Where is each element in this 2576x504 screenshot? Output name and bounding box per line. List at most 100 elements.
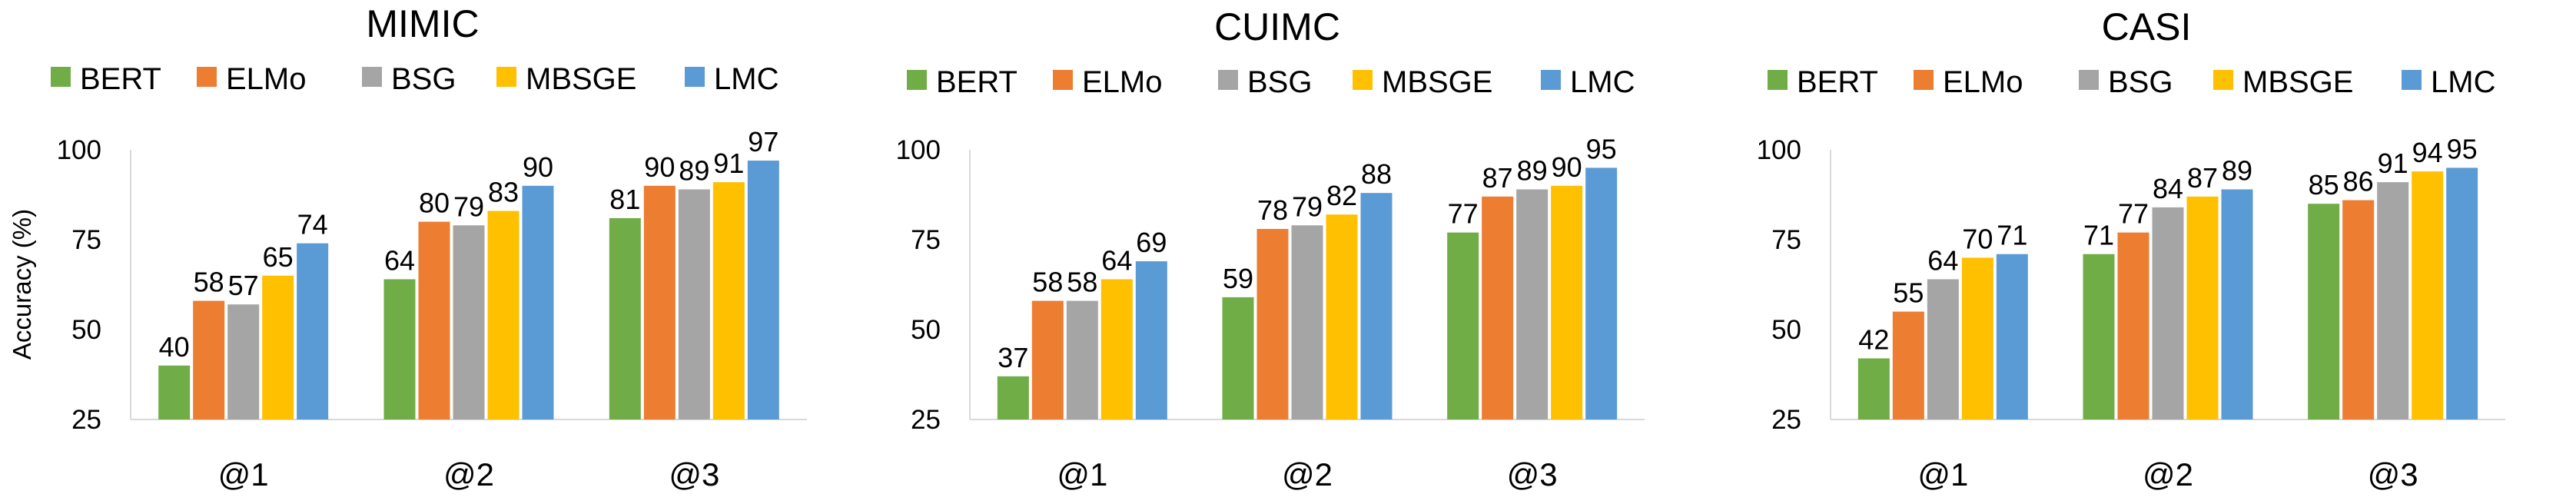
bar-bsg-1 <box>1927 279 1959 419</box>
x-tick-label-2: @2 <box>443 456 494 492</box>
legend-swatch-bsg <box>1218 70 1238 90</box>
x-tick-label-3: @3 <box>2368 456 2418 492</box>
bar-lmc-2 <box>1360 193 1393 419</box>
x-tick-label-2: @2 <box>2143 456 2193 492</box>
data-label-bsg-2: 79 <box>453 191 484 222</box>
legend-label-bsg: BSG <box>2108 65 2173 99</box>
bar-lmc-3 <box>747 161 779 420</box>
data-label-lmc-1: 69 <box>1136 227 1167 258</box>
bar-mbsge-1 <box>262 275 294 419</box>
data-label-mbsge-1: 70 <box>1962 223 1993 254</box>
y-tick-label: 25 <box>71 405 101 435</box>
bar-mbsge-1 <box>1961 257 1993 419</box>
bar-bert-2 <box>1222 297 1254 419</box>
data-label-bsg-1: 64 <box>1927 244 1958 276</box>
data-label-elmo-3: 90 <box>644 151 675 183</box>
data-label-bsg-3: 89 <box>1517 154 1548 186</box>
legend-label-elmo: ELMo <box>1082 65 1163 99</box>
data-label-bert-2: 59 <box>1223 263 1253 294</box>
data-label-bsg-3: 89 <box>679 154 709 186</box>
legend-swatch-bert <box>1768 70 1788 90</box>
legend-label-lmc: LMC <box>2431 65 2495 99</box>
legend-swatch-mbsge <box>1353 70 1373 90</box>
data-label-lmc-1: 74 <box>297 209 328 240</box>
data-label-bert-1: 40 <box>159 331 190 363</box>
data-label-lmc-1: 71 <box>1997 220 2027 251</box>
data-label-bert-3: 77 <box>1448 198 1479 230</box>
data-label-elmo-2: 80 <box>419 187 450 219</box>
data-label-elmo-3: 87 <box>1482 162 1513 194</box>
y-tick-label: 100 <box>896 135 941 165</box>
x-tick-label-2: @2 <box>1282 456 1333 492</box>
data-label-lmc-3: 95 <box>1586 133 1617 164</box>
legend-swatch-bsg <box>362 67 382 87</box>
bar-lmc-1 <box>297 243 329 419</box>
data-label-mbsge-3: 90 <box>1552 151 1582 183</box>
data-label-mbsge-3: 94 <box>2412 137 2443 168</box>
y-axis-label: Accuracy (%) <box>8 209 36 360</box>
chart-title: CASI <box>2102 5 2192 48</box>
legend-label-bert: BERT <box>80 62 161 96</box>
data-label-lmc-2: 90 <box>523 151 553 183</box>
bar-mbsge-2 <box>487 211 520 419</box>
legend-swatch-bert <box>51 67 71 87</box>
legend-label-lmc: LMC <box>1570 65 1635 99</box>
data-label-lmc-3: 95 <box>2447 133 2478 164</box>
bar-bsg-2 <box>2152 207 2184 419</box>
data-label-bert-1: 42 <box>1858 323 1889 355</box>
data-label-bsg-3: 91 <box>2378 148 2408 179</box>
data-label-bert-2: 64 <box>384 244 415 276</box>
chart-title: MIMIC <box>366 2 479 45</box>
legend-label-mbsge: MBSGE <box>526 62 636 96</box>
bar-mbsge-2 <box>1326 214 1358 419</box>
data-label-bsg-2: 84 <box>2153 173 2183 204</box>
bar-elmo-1 <box>1031 300 1064 419</box>
chart-title: CUIMC <box>1214 5 1340 48</box>
bar-elmo-2 <box>418 221 450 419</box>
bar-bert-3 <box>609 217 641 419</box>
y-tick-label: 50 <box>1771 315 1801 345</box>
data-label-mbsge-1: 65 <box>263 241 294 273</box>
bar-lmc-3 <box>1585 167 1618 419</box>
data-label-lmc-2: 89 <box>2222 154 2252 186</box>
bar-mbsge-1 <box>1100 279 1133 419</box>
chart-panel-casi: CASI BERT ELMo BSG MBSGE LMC2550751004255647… <box>1757 5 2505 492</box>
x-tick-label-1: @1 <box>1917 456 1968 492</box>
data-label-mbsge-2: 82 <box>1326 180 1357 211</box>
bar-bsg-2 <box>1291 225 1323 419</box>
bar-elmo-1 <box>1892 311 1924 419</box>
bar-elmo-2 <box>2117 232 2149 419</box>
legend-label-bsg: BSG <box>1247 65 1312 99</box>
legend-label-bert: BERT <box>1797 65 1878 99</box>
bar-bsg-3 <box>1516 189 1549 420</box>
legend-label-elmo: ELMo <box>1943 65 2023 99</box>
bar-elmo-3 <box>643 185 676 420</box>
bar-bsg-2 <box>453 225 485 419</box>
y-tick-label: 75 <box>1771 225 1801 255</box>
y-tick-label: 100 <box>1757 135 1801 165</box>
y-tick-label: 100 <box>57 135 101 165</box>
x-tick-label-3: @3 <box>669 456 719 492</box>
legend-swatch-bert <box>907 70 927 90</box>
legend-swatch-lmc <box>2402 70 2422 90</box>
legend-swatch-elmo <box>1914 70 1934 90</box>
data-label-elmo-1: 58 <box>1032 267 1063 298</box>
chart-panel-mimic: MIMIC Accuracy (%) BERT ELMo BSG MBSGE LMC 25… <box>8 2 807 492</box>
legend-swatch-mbsge <box>496 67 516 87</box>
bar-bert-3 <box>2308 204 2340 419</box>
data-label-lmc-3: 97 <box>748 126 778 158</box>
x-tick-label-1: @1 <box>1057 456 1107 492</box>
legend-label-mbsge: MBSGE <box>1382 65 1492 99</box>
data-label-mbsge-1: 64 <box>1101 244 1132 276</box>
y-tick-label: 50 <box>71 315 101 345</box>
x-tick-label-3: @3 <box>1507 456 1558 492</box>
bar-lmc-1 <box>1996 254 2028 419</box>
bar-elmo-2 <box>1256 228 1289 419</box>
bar-mbsge-3 <box>712 182 745 419</box>
legend-swatch-lmc <box>1541 70 1561 90</box>
data-label-bert-3: 85 <box>2309 169 2339 201</box>
data-label-bsg-1: 57 <box>228 270 259 301</box>
bar-elmo-3 <box>1482 196 1514 419</box>
bar-lmc-1 <box>1135 261 1167 419</box>
